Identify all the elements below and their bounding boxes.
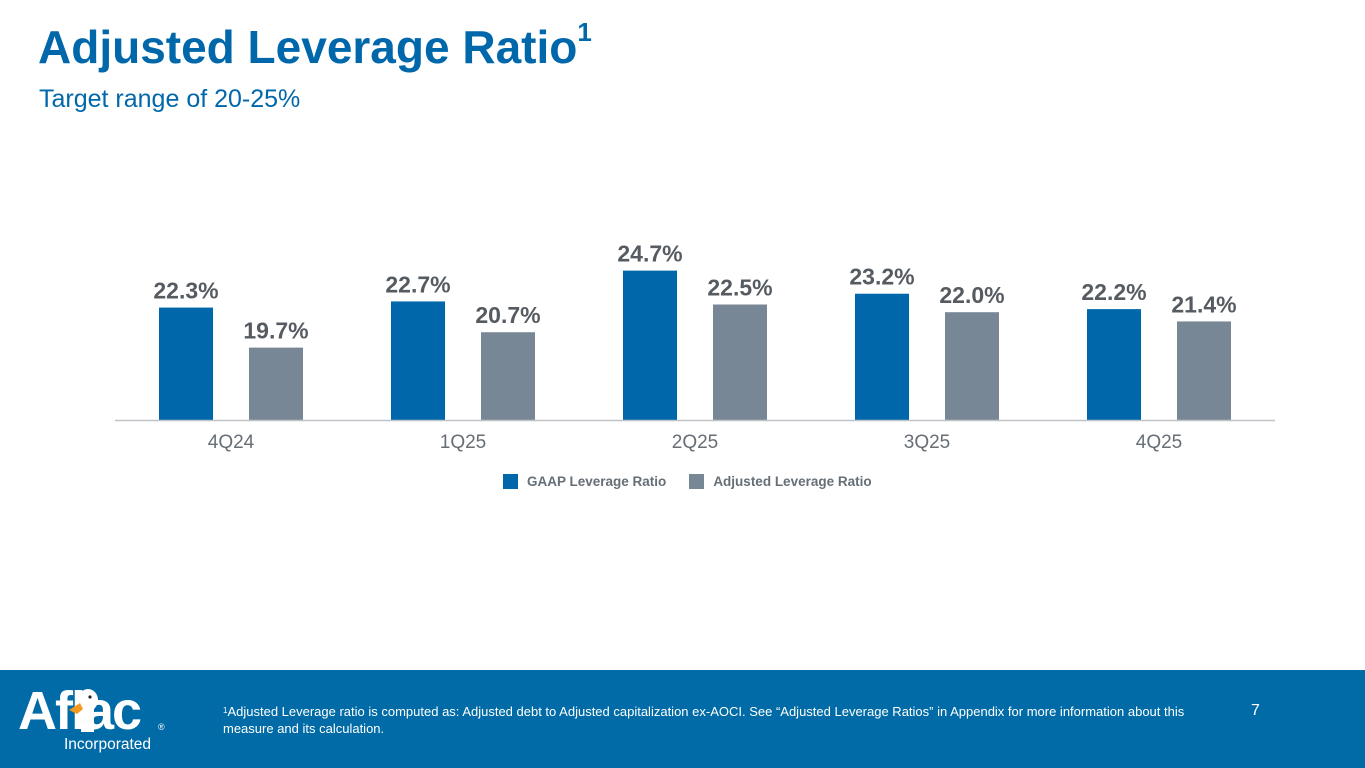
bar-adjusted-4q25 — [1177, 321, 1231, 420]
logo-registered-mark: ® — [158, 722, 165, 732]
bar-gaap-4q25 — [1087, 309, 1141, 420]
legend-swatch-gaap — [503, 474, 518, 489]
data-label-adjusted-3q25: 22.0% — [939, 282, 1004, 308]
data-label-gaap-2q25: 24.7% — [617, 241, 682, 267]
data-label-gaap-1q25: 22.7% — [385, 271, 450, 297]
data-label-adjusted-4q24: 19.7% — [243, 318, 308, 344]
logo-subtitle: Incorporated — [64, 736, 152, 753]
x-axis-tick-labels: 4Q24 1Q25 2Q25 3Q25 4Q25 — [208, 432, 1182, 453]
bar-gaap-4q24 — [159, 307, 213, 420]
page-number: 7 — [1251, 702, 1260, 719]
data-label-gaap-4q24: 22.3% — [153, 278, 218, 304]
x-tick-label-4q25: 4Q25 — [1136, 432, 1182, 453]
page-title: Adjusted Leverage Ratio1 — [38, 18, 592, 73]
title-footnote-marker: 1 — [577, 17, 592, 47]
x-tick-label-4q24: 4Q24 — [208, 432, 255, 453]
chart-legend: GAAP Leverage Ratio Adjusted Leverage Ra… — [503, 474, 895, 489]
legend-swatch-adjusted — [689, 474, 705, 489]
duck-icon — [69, 689, 98, 732]
leverage-ratio-bar-chart: 22.3% 19.7% 22.7% 20.7% 24.7% 22.5% 23.2% 22.0%… — [115, 241, 1275, 453]
legend-item-gaap: GAAP Leverage Ratio — [503, 474, 666, 489]
data-label-gaap-4q25: 22.2% — [1081, 279, 1146, 305]
bar-adjusted-4q24 — [249, 347, 303, 420]
footnote: 1Adjusted Leverage ratio is computed as:… — [223, 703, 1223, 737]
bar-adjusted-1q25 — [481, 332, 535, 420]
x-tick-label-3q25: 3Q25 — [904, 432, 950, 453]
bar-gaap-1q25 — [391, 301, 445, 420]
page-title-text: Adjusted Leverage Ratio — [38, 21, 578, 73]
bars-layer — [159, 270, 1231, 420]
legend-label-gaap: GAAP Leverage Ratio — [527, 474, 667, 489]
x-tick-label-1q25: 1Q25 — [440, 432, 486, 453]
data-label-adjusted-2q25: 22.5% — [707, 275, 772, 301]
bar-gaap-2q25 — [623, 270, 677, 420]
x-tick-label-2q25: 2Q25 — [672, 432, 718, 453]
data-label-gaap-3q25: 23.2% — [849, 264, 914, 290]
page-subtitle: Target range of 20-25% — [39, 85, 301, 113]
bar-adjusted-2q25 — [713, 304, 767, 420]
footer-bar: Aflac ® Incorporated 1Adjusted Leverage … — [0, 670, 1365, 768]
legend-label-adjusted: Adjusted Leverage Ratio — [713, 474, 872, 489]
data-label-adjusted-1q25: 20.7% — [475, 302, 540, 328]
footnote-marker: 1 — [223, 706, 228, 715]
bar-gaap-3q25 — [855, 293, 909, 420]
data-label-adjusted-4q25: 21.4% — [1171, 291, 1236, 317]
aflac-logo: Aflac ® Incorporated — [18, 684, 168, 756]
bar-adjusted-3q25 — [945, 312, 999, 420]
legend-item-adjusted: Adjusted Leverage Ratio — [689, 474, 872, 489]
data-labels-layer: 22.3% 19.7% 22.7% 20.7% 24.7% 22.5% 23.2% 22.0%… — [153, 241, 1236, 344]
footnote-text: Adjusted Leverage ratio is computed as: … — [223, 704, 1185, 736]
